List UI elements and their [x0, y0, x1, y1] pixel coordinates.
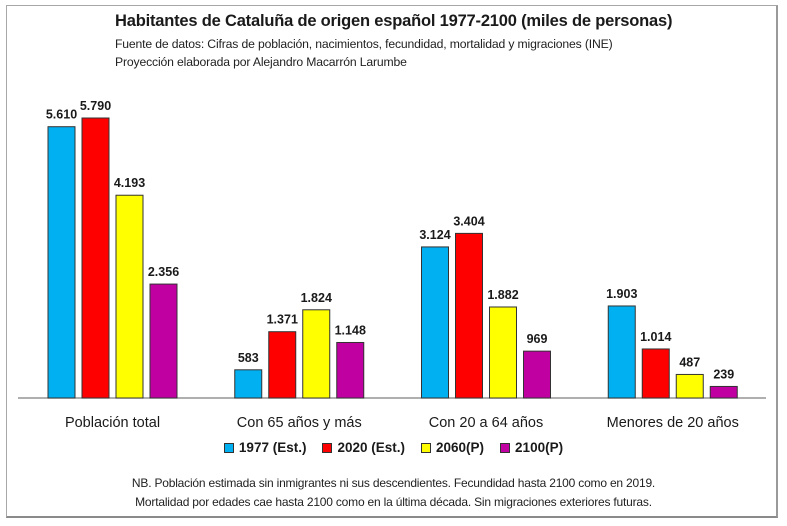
value-label-poblacion-total-1977-est: 5.610: [46, 108, 77, 122]
value-label-con-20-a-64-anos-1977-est: 3.124: [419, 228, 450, 242]
value-label-con-20-a-64-anos-2060-p: 1.882: [487, 288, 518, 302]
chart-subtitle-source: Fuente de datos: Cifras de población, na…: [115, 37, 613, 51]
legend-item-2060: 2060(P): [421, 440, 484, 455]
legend-item-2100: 2100(P): [500, 440, 563, 455]
bar-con-65-anos-y-mas-2100-p: [336, 341, 365, 399]
category-label-con-65-anos-y-mas: Con 65 años y más: [237, 415, 362, 431]
footnote-line-1: NB. Población estimada sin inmigrantes n…: [131, 476, 656, 490]
chart-legend: 1977 (Est.) 2020 (Est.) 2060(P) 2100(P): [0, 440, 787, 455]
value-label-menores-de-20-anos-2100-p: 239: [713, 367, 734, 381]
footnote-line-2: Mortalidad por edades cae hasta 2100 com…: [135, 495, 652, 509]
bar-poblacion-total-2020-est: [81, 117, 110, 399]
legend-swatch-1977: [223, 442, 234, 453]
legend-swatch-2060: [421, 442, 432, 453]
legend-label-2020: 2020 (Est.): [337, 440, 406, 455]
legend-swatch-2100: [500, 442, 511, 453]
legend-swatch-2020: [322, 442, 333, 453]
legend-label-2060: 2060(P): [436, 440, 485, 455]
category-label-poblacion-total: Población total: [65, 415, 160, 431]
chart-subtitle-author: Proyección elaborada por Alejandro Macar…: [115, 55, 407, 69]
bar-poblacion-total-2060-p: [115, 194, 144, 399]
bar-poblacion-total-2100-p: [149, 283, 178, 399]
value-label-poblacion-total-2100-p: 2.356: [148, 265, 179, 279]
legend-label-1977: 1977 (Est.): [238, 440, 307, 455]
value-label-con-65-anos-y-mas-2060-p: 1.824: [301, 291, 332, 305]
bar-con-20-a-64-anos-2020-est: [455, 232, 483, 399]
value-label-poblacion-total-2060-p: 4.193: [114, 176, 145, 190]
category-label-menores-de-20-anos: Menores de 20 años: [607, 415, 739, 431]
value-label-con-20-a-64-anos-2100-p: 969: [527, 332, 548, 346]
legend-item-1977: 1977 (Est.): [223, 440, 307, 455]
value-label-con-20-a-64-anos-2020-est: 3.404: [453, 214, 484, 228]
bar-menores-de-20-anos-1977-est: [607, 305, 636, 399]
bar-menores-de-20-anos-2100-p: [709, 385, 738, 399]
value-label-menores-de-20-anos-2020-est: 1.014: [640, 330, 671, 344]
bar-con-65-anos-y-mas-1977-est: [234, 369, 263, 399]
value-label-poblacion-total-2020-est: 5.790: [80, 99, 111, 113]
bar-menores-de-20-anos-2020-est: [641, 348, 670, 399]
bar-con-20-a-64-anos-2060-p: [489, 306, 517, 399]
value-label-con-65-anos-y-mas-1977-est: 583: [238, 351, 259, 365]
value-label-con-65-anos-y-mas-2020-est: 1.371: [267, 313, 298, 327]
bar-poblacion-total-1977-est: [47, 126, 76, 399]
bar-menores-de-20-anos-2060-p: [675, 373, 704, 399]
bar-con-65-anos-y-mas-2020-est: [268, 331, 297, 399]
value-label-con-65-anos-y-mas-2100-p: 1.148: [335, 323, 366, 337]
chart-title: Habitantes de Cataluña de origen español…: [115, 12, 673, 30]
legend-label-2100: 2100(P): [515, 440, 564, 455]
category-label-con-20-a-64-anos: Con 20 a 64 años: [429, 415, 543, 431]
value-label-menores-de-20-anos-1977-est: 1.903: [606, 287, 637, 301]
bar-con-20-a-64-anos-2100-p: [523, 350, 551, 399]
value-label-menores-de-20-anos-2060-p: 487: [679, 355, 700, 369]
legend-item-2020: 2020 (Est.): [322, 440, 405, 455]
bar-con-65-anos-y-mas-2060-p: [302, 309, 331, 399]
bar-con-20-a-64-anos-1977-est: [421, 246, 449, 399]
